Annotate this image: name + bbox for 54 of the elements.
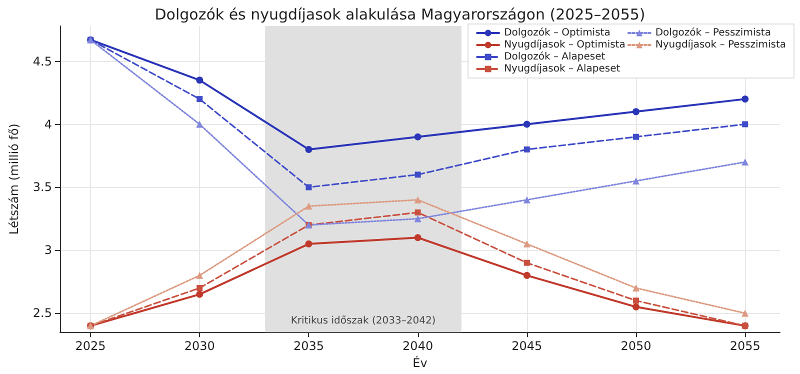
- point: [414, 234, 422, 242]
- point: [523, 196, 530, 204]
- y-tick-label: 3.5: [32, 180, 52, 194]
- point: [524, 260, 530, 266]
- point: [414, 133, 422, 140]
- point: [306, 184, 312, 190]
- y-tick-label: 2.5: [32, 306, 52, 320]
- point: [414, 215, 422, 222]
- point: [742, 310, 749, 317]
- legend-label: Nyugdíjasok – Alapeset: [504, 64, 620, 74]
- point: [305, 240, 312, 248]
- y-tick-label: 4.5: [32, 54, 52, 68]
- legend-label: Dolgozók – Alapeset: [504, 52, 606, 62]
- x-tick-label: 2035: [293, 339, 324, 354]
- band-label: Kritikus időszak (2033–2042): [290, 316, 436, 327]
- legend-label: Dolgozók – Optimista: [504, 28, 610, 38]
- x-tick-label: 2025: [75, 339, 106, 354]
- point: [632, 303, 640, 310]
- x-tick-label: 2055: [730, 339, 760, 354]
- x-tick-label: 2050: [620, 339, 652, 354]
- x-axis-title: Év: [412, 355, 428, 370]
- point: [633, 298, 639, 304]
- legend-label: Dolgozók – Pesszimista: [655, 28, 771, 38]
- x-tick-label: 2045: [512, 339, 542, 354]
- point: [305, 202, 312, 210]
- chart-title: Dolgozók és nyugdíjasok alakulása Magyarországon (2025–2055): [154, 6, 646, 24]
- x-tick-label: 2040: [402, 339, 434, 354]
- point: [414, 196, 422, 204]
- point: [523, 272, 530, 279]
- point: [196, 120, 204, 128]
- y-tick-label: 3: [44, 243, 52, 258]
- point: [742, 96, 749, 103]
- y-tick-label: 4: [44, 117, 52, 132]
- legend-label: Nyugdíjasok – Pesszimista: [655, 40, 786, 50]
- legend-label: Nyugdíjasok – Optimista: [504, 40, 626, 50]
- point: [523, 120, 530, 128]
- point: [414, 172, 421, 178]
- point: [742, 121, 748, 128]
- point: [196, 96, 203, 102]
- point: [196, 272, 204, 279]
- point: [632, 108, 640, 116]
- point: [524, 146, 530, 152]
- point: [742, 158, 749, 166]
- y-axis-title: Létszám (millió fő): [7, 124, 21, 235]
- point: [196, 290, 204, 298]
- point: [523, 240, 530, 248]
- point: [196, 76, 204, 84]
- point: [633, 134, 639, 140]
- point: [196, 285, 203, 292]
- point: [414, 209, 421, 216]
- point: [632, 284, 640, 292]
- point: [632, 177, 640, 184]
- x-tick-label: 2030: [184, 339, 215, 354]
- point: [305, 146, 312, 153]
